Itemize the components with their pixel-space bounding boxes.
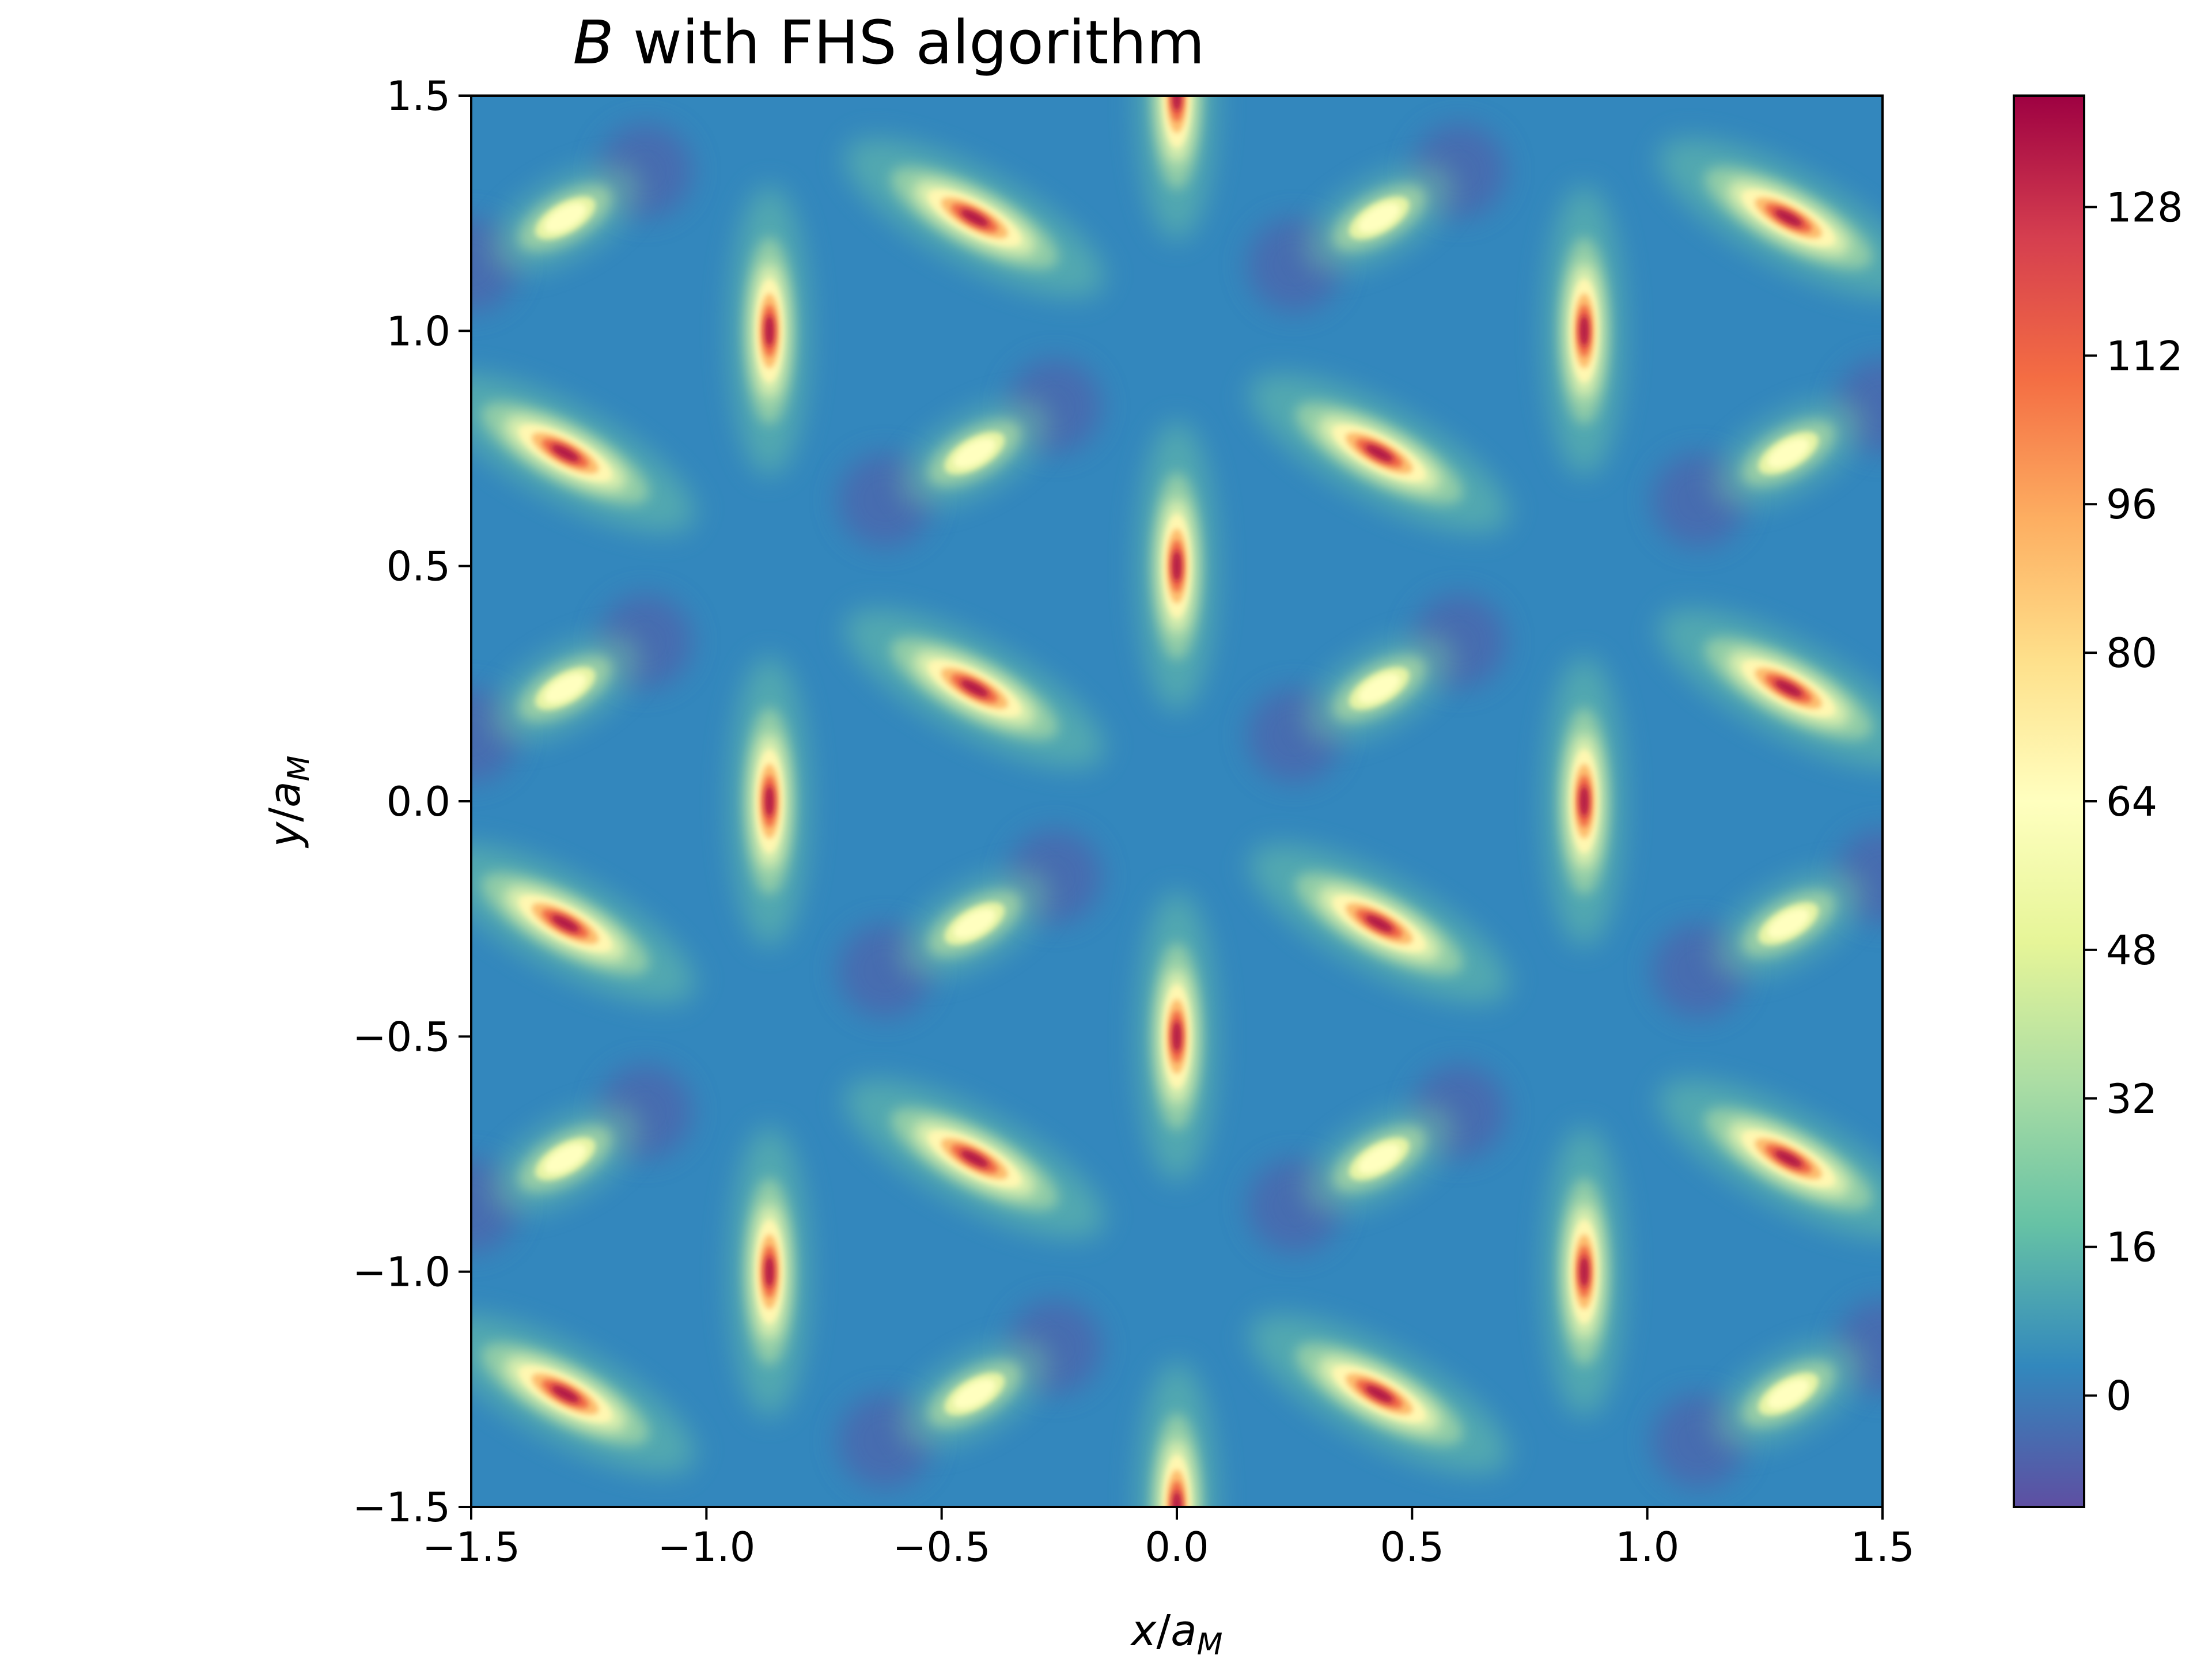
peak-vertical <box>1544 656 1624 946</box>
peak-vertical <box>1137 891 1217 1181</box>
x-tick-label: −0.5 <box>893 1524 991 1571</box>
peak-vertical <box>730 1127 809 1417</box>
peak-vertical <box>1137 96 1217 241</box>
peak-small <box>1305 165 1453 271</box>
y-tick-label: 1.0 <box>387 308 450 355</box>
colorbar-tick-label: 16 <box>2106 1224 2157 1271</box>
x-axis-label-sub: M <box>1197 1627 1223 1659</box>
peak-diagonal <box>471 374 695 533</box>
peak-small <box>1305 635 1453 741</box>
x-axis-label-var: x <box>1130 1606 1157 1656</box>
peak-small <box>900 400 1049 506</box>
peak-small <box>1714 1341 1863 1447</box>
peak-vertical <box>1137 421 1217 711</box>
chart-title: B with FHS algorithm <box>573 7 1205 78</box>
chart-title-text: with FHS algorithm <box>614 7 1205 78</box>
peak-diagonal <box>1249 1315 1509 1474</box>
x-axis-label: x/aM <box>1130 1606 1223 1659</box>
peak-vertical <box>1544 185 1624 476</box>
peak-diagonal <box>1249 844 1509 1003</box>
peak-small <box>491 635 640 741</box>
peak-vertical <box>1544 1127 1624 1417</box>
x-tick-label: 0.5 <box>1380 1524 1444 1571</box>
peak-small <box>900 1341 1049 1447</box>
colorbar-tick-label: 48 <box>2106 927 2157 974</box>
colorbar: 0 16 32 48 64 80 96 112 128 <box>2013 94 2183 1508</box>
colorbar-tick-label: 0 <box>2106 1373 2132 1420</box>
peak-diagonal <box>471 844 695 1003</box>
peak-diagonal <box>1658 609 1883 768</box>
plot-area <box>470 94 1884 1508</box>
x-axis-label-a: a <box>1171 1606 1196 1656</box>
peak-vertical <box>730 656 809 946</box>
peak-diagonal <box>1249 374 1509 533</box>
y-axis-label-sub: M <box>282 756 316 782</box>
peak-diagonal <box>844 1080 1105 1238</box>
colorbar-tick-label: 80 <box>2106 630 2157 677</box>
colorbar-tick-label: 112 <box>2106 332 2183 380</box>
peak-diagonal <box>471 1315 695 1474</box>
heatmap-field <box>471 96 1883 1507</box>
x-axis-label-slash: / <box>1156 1606 1171 1656</box>
colorbar-ticks: 0 16 32 48 64 80 96 112 128 <box>2084 184 2183 1420</box>
peak-small <box>900 870 1049 976</box>
x-tick-label: −1.0 <box>657 1524 755 1571</box>
heatmap-background <box>471 96 1883 1507</box>
x-tick-label: −1.5 <box>422 1524 520 1571</box>
y-axis-label-var: y <box>260 821 310 848</box>
colorbar-tick-label: 32 <box>2106 1075 2157 1123</box>
peak-small <box>1714 870 1863 976</box>
peak-vertical <box>730 185 809 476</box>
peak-diagonal <box>1658 1080 1883 1238</box>
x-tick-label: 1.0 <box>1615 1524 1679 1571</box>
colorbar-tick-label: 128 <box>2106 184 2183 231</box>
peak-small <box>491 165 640 271</box>
chart-title-symbol: B <box>573 7 613 78</box>
peak-small <box>1714 400 1863 506</box>
peak-vertical <box>1137 1362 1217 1507</box>
colorbar-gradient <box>2014 96 2084 1507</box>
y-axis-label-slash: / <box>260 808 310 822</box>
peak-diagonal <box>844 609 1105 768</box>
peak-small <box>491 1106 640 1212</box>
colorbar-tick-label: 64 <box>2106 778 2157 825</box>
peak-diagonal <box>844 138 1105 297</box>
x-tick-label: 0.0 <box>1145 1524 1209 1571</box>
colorbar-tick-label: 96 <box>2106 481 2157 528</box>
y-tick-label: −0.5 <box>353 1013 450 1060</box>
x-axis: −1.5 −1.0 −0.5 0.0 0.5 1.0 1.5 <box>422 1507 1915 1571</box>
y-tick-label: −1.5 <box>353 1484 450 1531</box>
y-tick-label: 0.5 <box>387 543 450 590</box>
peak-small <box>1305 1106 1453 1212</box>
y-axis-label: y/aM <box>260 756 316 849</box>
peak-diagonal <box>1658 138 1883 297</box>
y-axis: −1.5 −1.0 −0.5 0.0 0.5 1.0 1.5 <box>353 73 471 1531</box>
y-tick-label: −1.0 <box>353 1249 450 1296</box>
y-tick-label: 1.5 <box>387 73 450 120</box>
x-tick-label: 1.5 <box>1850 1524 1914 1571</box>
y-tick-label: 0.0 <box>387 778 450 825</box>
y-axis-label-a: a <box>260 781 310 807</box>
